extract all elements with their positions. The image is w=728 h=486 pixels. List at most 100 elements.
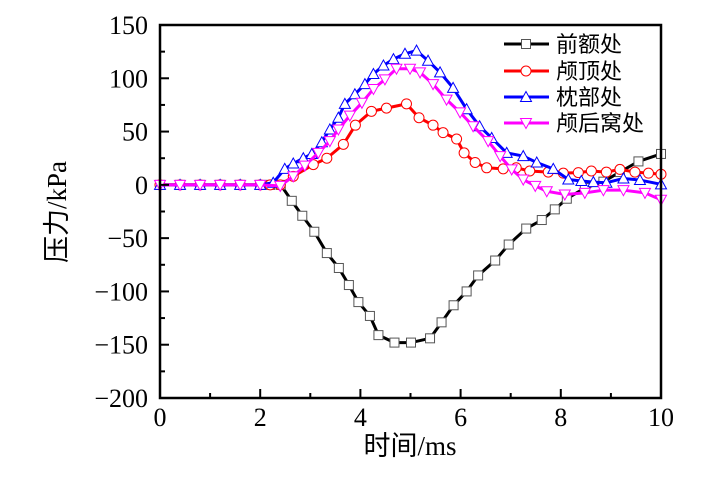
data-point [481, 162, 493, 174]
data-point [466, 121, 480, 133]
data-point [343, 280, 354, 291]
data-point [358, 77, 372, 90]
legend-marker [521, 39, 531, 49]
data-point [433, 65, 447, 78]
legend-label: 枕部处 [556, 85, 622, 110]
legend-item: 颅顶处 [504, 59, 622, 84]
data-point [403, 63, 417, 76]
data-point [453, 107, 467, 119]
data-point [413, 67, 427, 79]
data-point [629, 166, 641, 178]
x-tick-label: 10 [648, 403, 674, 432]
data-point [380, 102, 392, 114]
series-0 [155, 148, 666, 348]
data-point [528, 180, 542, 193]
data-point [426, 79, 440, 91]
data-point [286, 171, 300, 183]
data-point [458, 147, 470, 159]
data-point [549, 204, 560, 215]
data-point [355, 97, 369, 110]
data-point [633, 173, 647, 186]
data-point [469, 156, 481, 168]
data-point [332, 124, 345, 136]
data-point [448, 300, 459, 311]
data-point [481, 136, 495, 148]
data-point [638, 187, 652, 200]
data-point [367, 67, 380, 80]
data-point [505, 164, 519, 176]
data-point [617, 185, 630, 197]
data-point [297, 210, 308, 221]
legend-label: 颅后窝处 [556, 111, 644, 136]
data-point [558, 189, 572, 201]
data-point [367, 83, 380, 96]
data-point [286, 157, 300, 169]
data-point [333, 262, 344, 273]
data-point [427, 119, 439, 131]
data-point [315, 135, 329, 148]
data-point [298, 160, 312, 173]
data-point [425, 333, 436, 344]
data-point [253, 179, 267, 192]
x-tick-label: 0 [154, 403, 167, 432]
data-point [348, 87, 362, 100]
data-point [585, 165, 597, 177]
data-point [273, 180, 287, 193]
data-point [332, 111, 345, 123]
data-point [387, 52, 400, 65]
y-tick-label: −50 [107, 224, 148, 253]
data-point [561, 172, 575, 185]
data-point [503, 239, 514, 250]
data-point [389, 337, 400, 348]
data-point [516, 149, 530, 162]
data-point [461, 286, 472, 297]
data-point [286, 195, 297, 206]
y-tick-label: 100 [109, 64, 148, 93]
legend-marker [520, 65, 532, 77]
data-point [451, 133, 463, 145]
data-point [321, 152, 333, 164]
x-tick-label: 2 [254, 403, 267, 432]
series-3 [153, 63, 668, 207]
y-tick-label: −150 [94, 331, 148, 360]
data-point [349, 119, 361, 131]
x-axis-title: 时间/ms [363, 431, 456, 461]
legend-label: 前额处 [556, 32, 622, 57]
data-point [213, 179, 227, 192]
data-point [400, 98, 412, 110]
data-point [390, 63, 403, 76]
data-point [413, 112, 425, 124]
legend-marker [519, 90, 533, 102]
data-point [373, 330, 384, 341]
legend-item: 颅后窝处 [504, 111, 644, 136]
legend-marker [519, 118, 533, 130]
data-point [642, 167, 654, 179]
data-point [378, 74, 392, 86]
data-point [521, 223, 532, 234]
data-point [173, 179, 187, 192]
data-point [617, 171, 630, 184]
legend-label: 颅顶处 [556, 59, 622, 84]
data-point [524, 165, 536, 177]
data-point [578, 187, 592, 200]
data-point [536, 215, 547, 226]
y-axis-title: 压力/kPa [42, 161, 72, 263]
data-point [473, 270, 484, 281]
series-layer [153, 44, 668, 348]
data-point [446, 81, 460, 93]
data-point [323, 136, 337, 148]
data-point [321, 248, 332, 259]
x-tick-label: 8 [554, 403, 567, 432]
data-point [516, 174, 530, 187]
data-point [597, 185, 610, 197]
y-tick-label: 50 [122, 118, 148, 147]
data-point [587, 175, 600, 188]
y-tick-label: 0 [135, 171, 148, 200]
data-point [490, 255, 501, 266]
data-point [437, 127, 449, 139]
data-point [343, 110, 357, 123]
data-point [233, 179, 247, 192]
